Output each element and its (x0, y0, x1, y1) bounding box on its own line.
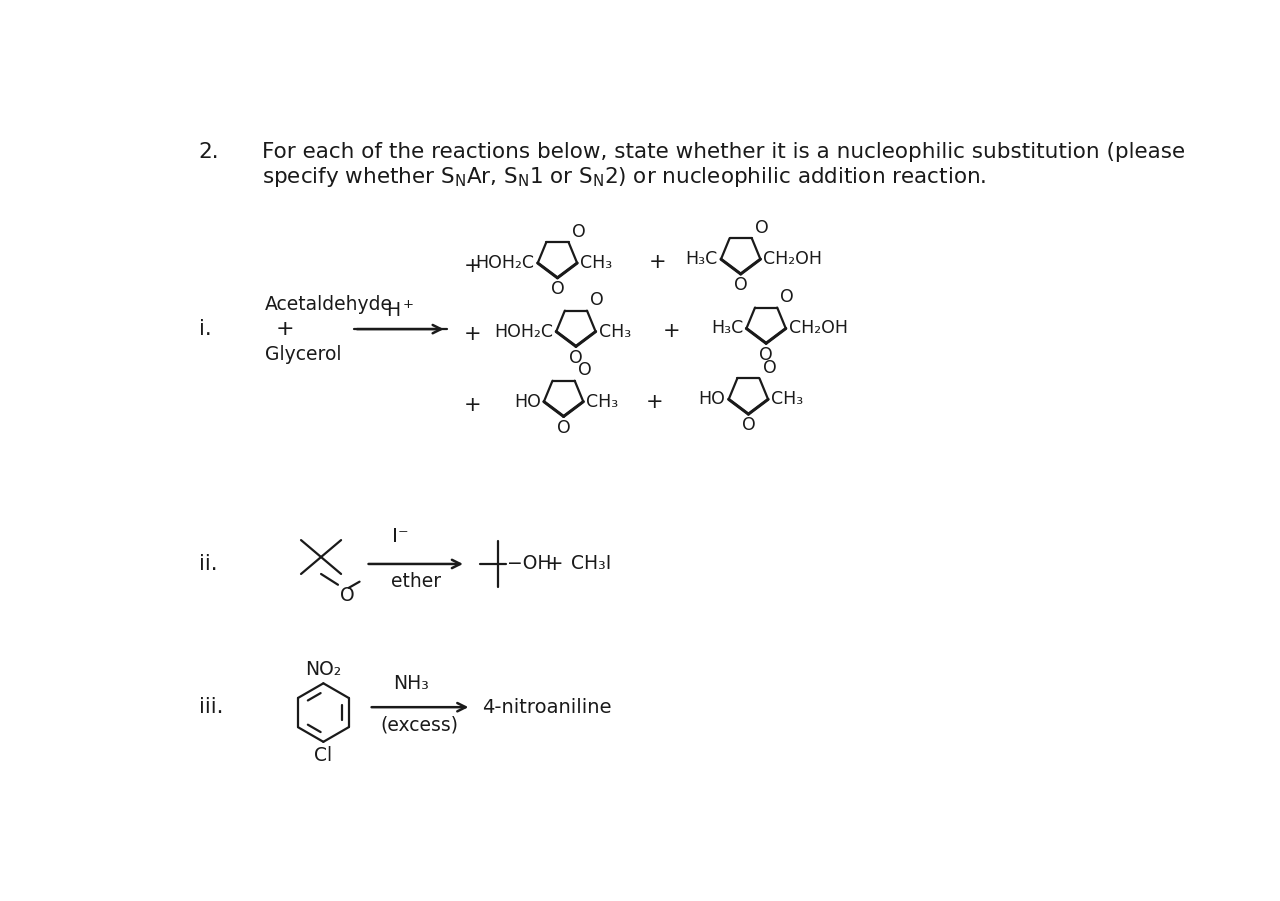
Text: O: O (741, 416, 755, 434)
Text: Glycerol: Glycerol (265, 345, 342, 364)
Text: O: O (570, 349, 582, 367)
Text: HOH₂C: HOH₂C (494, 323, 553, 341)
Text: +: + (545, 554, 563, 574)
Text: CH₃I: CH₃I (571, 554, 612, 573)
Text: O: O (572, 223, 585, 241)
Text: Cl: Cl (315, 746, 333, 765)
Text: specify whether $\mathregular{S_N}$Ar, $\mathregular{S_N}$1 or $\mathregular{S_N: specify whether $\mathregular{S_N}$Ar, $… (262, 165, 986, 189)
Text: CH₂OH: CH₂OH (788, 320, 847, 338)
Text: +: + (275, 319, 294, 339)
Text: CH₃: CH₃ (580, 254, 613, 272)
Text: O: O (759, 346, 773, 364)
Text: O: O (781, 288, 794, 306)
Text: HOH₂C: HOH₂C (476, 254, 535, 272)
Text: I⁻: I⁻ (392, 527, 408, 546)
Text: O: O (339, 586, 355, 605)
Text: +: + (645, 392, 663, 413)
Text: ether: ether (390, 572, 440, 591)
Text: +: + (463, 323, 481, 343)
Text: CH₃: CH₃ (586, 393, 618, 411)
Text: +: + (663, 322, 680, 341)
Text: O: O (557, 419, 571, 437)
Text: i.: i. (198, 319, 211, 339)
Text: (excess): (excess) (380, 715, 458, 734)
Text: NH₃: NH₃ (393, 674, 429, 693)
Text: O: O (590, 291, 604, 309)
Text: For each of the reactions below, state whether it is a nucleophilic substitution: For each of the reactions below, state w… (262, 142, 1185, 162)
Text: CH₂OH: CH₂OH (763, 250, 823, 268)
Text: 2.: 2. (198, 142, 219, 162)
Text: H₃C: H₃C (712, 320, 744, 338)
Text: O: O (733, 277, 748, 295)
Text: Acetaldehyde: Acetaldehyde (265, 295, 393, 314)
Text: +: + (463, 395, 481, 414)
Text: O: O (755, 219, 768, 237)
Text: HO: HO (515, 393, 541, 411)
Text: O: O (550, 280, 564, 298)
Text: ii.: ii. (198, 554, 218, 574)
Text: −OH: −OH (507, 554, 552, 573)
Text: O: O (763, 359, 776, 377)
Text: HO: HO (699, 390, 726, 408)
Text: H₃C: H₃C (686, 250, 718, 268)
Text: +: + (649, 252, 667, 272)
Text: 4-nitroaniline: 4-nitroaniline (483, 697, 612, 716)
Text: NO₂: NO₂ (305, 660, 342, 679)
Text: CH₃: CH₃ (771, 390, 804, 408)
Text: O: O (577, 361, 591, 379)
Text: iii.: iii. (198, 697, 223, 717)
Text: +: + (463, 256, 481, 276)
Text: $\mathregular{H^+}$: $\mathregular{H^+}$ (387, 301, 415, 321)
Text: CH₃: CH₃ (599, 323, 631, 341)
